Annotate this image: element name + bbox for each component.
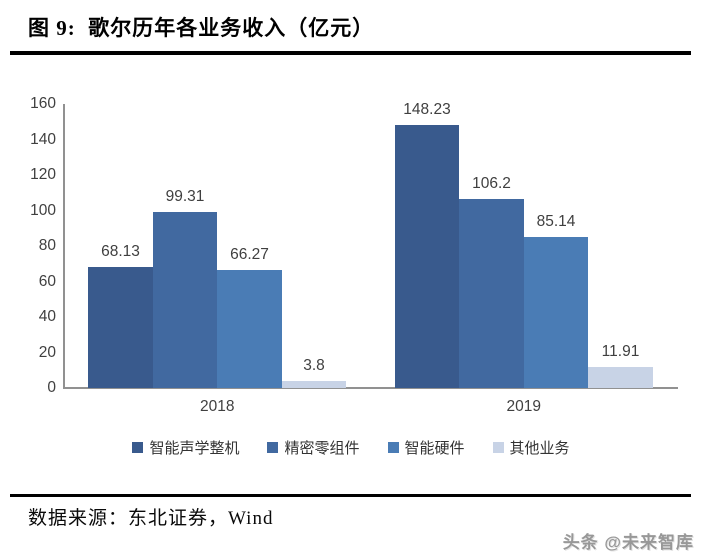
bar-精密零组件-2018 [152,211,218,388]
bar-智能硬件-2018 [217,270,282,388]
bar-其他业务-2019 [588,366,653,388]
y-tick-label: 40 [38,308,56,325]
legend-item-其他业务: 其他业务 [492,437,570,458]
source-text: 数据来源：东北证券，Wind [28,508,274,529]
y-axis-line [63,104,65,389]
legend-label: 智能硬件 [404,440,465,457]
top-divider [10,51,691,55]
bar-智能声学整机-2018 [88,267,153,388]
value-label: 11.91 [601,342,640,360]
legend-swatch-icon [387,442,399,453]
legend-swatch-icon [132,442,144,453]
value-label: 106.2 [472,175,511,193]
legend-item-精密零组件: 精密零组件 [267,437,360,458]
bar-其他业务-2018 [281,381,347,388]
x-axis-line [63,387,678,389]
y-tick-label: 140 [30,130,56,148]
bar-智能硬件-2019 [523,236,589,388]
y-tick-label: 120 [30,166,56,183]
value-label: 85.14 [536,212,576,230]
x-axis-label: 2019 [506,398,541,415]
value-label: 3.8 [303,357,325,375]
y-tick-label: 100 [30,201,56,219]
y-tick-label: 80 [38,237,56,254]
bottom-divider [10,494,691,497]
bar-精密零组件-2019 [459,199,524,388]
value-label: 99.31 [165,187,205,205]
y-tick-label: 20 [38,343,56,361]
value-label: 148.23 [403,100,451,118]
y-tick-label: 0 [47,379,56,396]
legend-label: 智能声学整机 [149,440,240,457]
y-tick-label: 60 [38,272,56,290]
figure-title: 图 9: 歌尔历年各业务收入（亿元） [28,16,375,40]
bar-智能声学整机-2019 [394,124,460,388]
legend: 智能声学整机 精密零组件 智能硬件 其他业务 [0,437,702,458]
value-label: 66.27 [230,246,269,264]
legend-swatch-icon [267,442,279,453]
legend-swatch-icon [492,442,504,453]
legend-item-智能硬件: 智能硬件 [387,437,465,458]
y-tick-label: 160 [30,95,56,112]
legend-label: 其他业务 [509,440,570,457]
watermark: 头条 @未来智库 [562,533,694,552]
legend-label: 精密零组件 [284,440,360,457]
value-label: 68.13 [101,243,140,261]
x-axis-label: 2018 [200,398,235,415]
legend-item-智能声学整机: 智能声学整机 [132,437,239,458]
